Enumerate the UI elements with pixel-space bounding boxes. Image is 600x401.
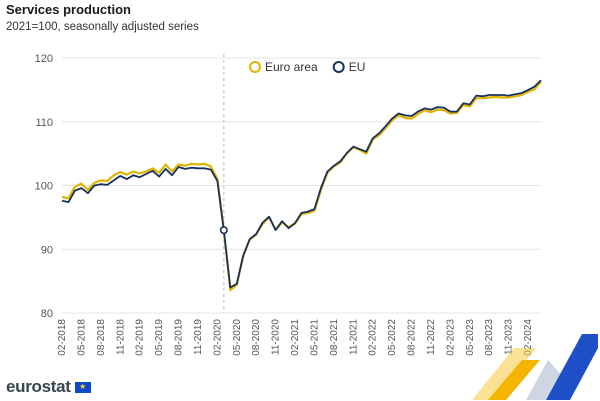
x-tick-label: 11-2018 <box>115 319 126 355</box>
x-tick-label: 05-2022 <box>387 319 398 356</box>
chart-title: Services production <box>6 2 131 17</box>
y-tick-label: 80 <box>41 308 53 320</box>
x-tick-label: 08-2022 <box>407 319 418 356</box>
chart-subtitle: 2021=100, seasonally adjusted series <box>6 21 199 33</box>
x-tick-label: 02-2024 <box>523 319 534 356</box>
x-tick-label: 05-2020 <box>232 319 243 356</box>
eurostat-wordmark: eurostat <box>6 377 71 396</box>
x-tick-label: 08-2020 <box>251 319 262 356</box>
x-tick-label: 05-2023 <box>465 319 476 356</box>
x-tick-label: 02-2022 <box>368 319 379 356</box>
x-tick-label: 02-2023 <box>445 319 456 356</box>
corner-stripe-yellow <box>488 360 540 400</box>
grid-lines <box>62 57 541 314</box>
legend: Euro area EU <box>249 60 366 74</box>
legend-label-euro-area: Euro area <box>265 60 318 74</box>
highlight-point <box>219 226 228 235</box>
x-tick-label: 11-2021 <box>348 319 359 355</box>
x-tick-label: 05-2018 <box>76 319 87 356</box>
series-lines <box>61 79 542 292</box>
x-tick-label: 02-2020 <box>212 319 223 356</box>
x-tick-label: 11-2019 <box>193 319 204 355</box>
x-tick-label: 08-2018 <box>96 319 107 356</box>
x-tick-label: 02-2021 <box>290 319 301 356</box>
x-tick-label: 08-2019 <box>174 319 185 356</box>
eu-flag-icon: ★ <box>74 381 91 393</box>
series-line-eu <box>61 79 542 289</box>
y-tick-label: 100 <box>35 181 53 193</box>
corner-stripe-blue <box>546 334 598 400</box>
corner-stripe-yellow-light <box>472 348 536 400</box>
x-tick-label: 08-2023 <box>484 319 495 356</box>
legend-label-eu: EU <box>349 60 366 74</box>
x-tick-label: 05-2021 <box>309 319 320 356</box>
y-tick-label: 120 <box>35 53 53 65</box>
y-axis-ticks: 80 90 100 110 120 <box>35 53 53 320</box>
eurostat-logo: eurostat ★ <box>6 377 91 397</box>
x-tick-label: 11-2023 <box>504 319 515 355</box>
x-axis-ticks: 02-2018 05-2018 08-2018 11-2018 02-2019 05-20… <box>57 319 534 356</box>
y-tick-label: 90 <box>41 244 53 256</box>
eurostat-corner-graphic <box>472 334 598 400</box>
legend-marker-euro-area <box>249 61 261 73</box>
x-tick-label: 11-2022 <box>426 319 437 355</box>
x-tick-label: 11-2020 <box>271 319 282 355</box>
x-tick-label: 02-2018 <box>57 319 68 356</box>
x-tick-label: 08-2021 <box>329 319 340 356</box>
y-tick-label: 110 <box>35 117 53 129</box>
x-tick-label: 02-2019 <box>135 319 146 356</box>
x-tick-label: 05-2019 <box>154 319 165 356</box>
legend-marker-eu <box>332 61 345 73</box>
